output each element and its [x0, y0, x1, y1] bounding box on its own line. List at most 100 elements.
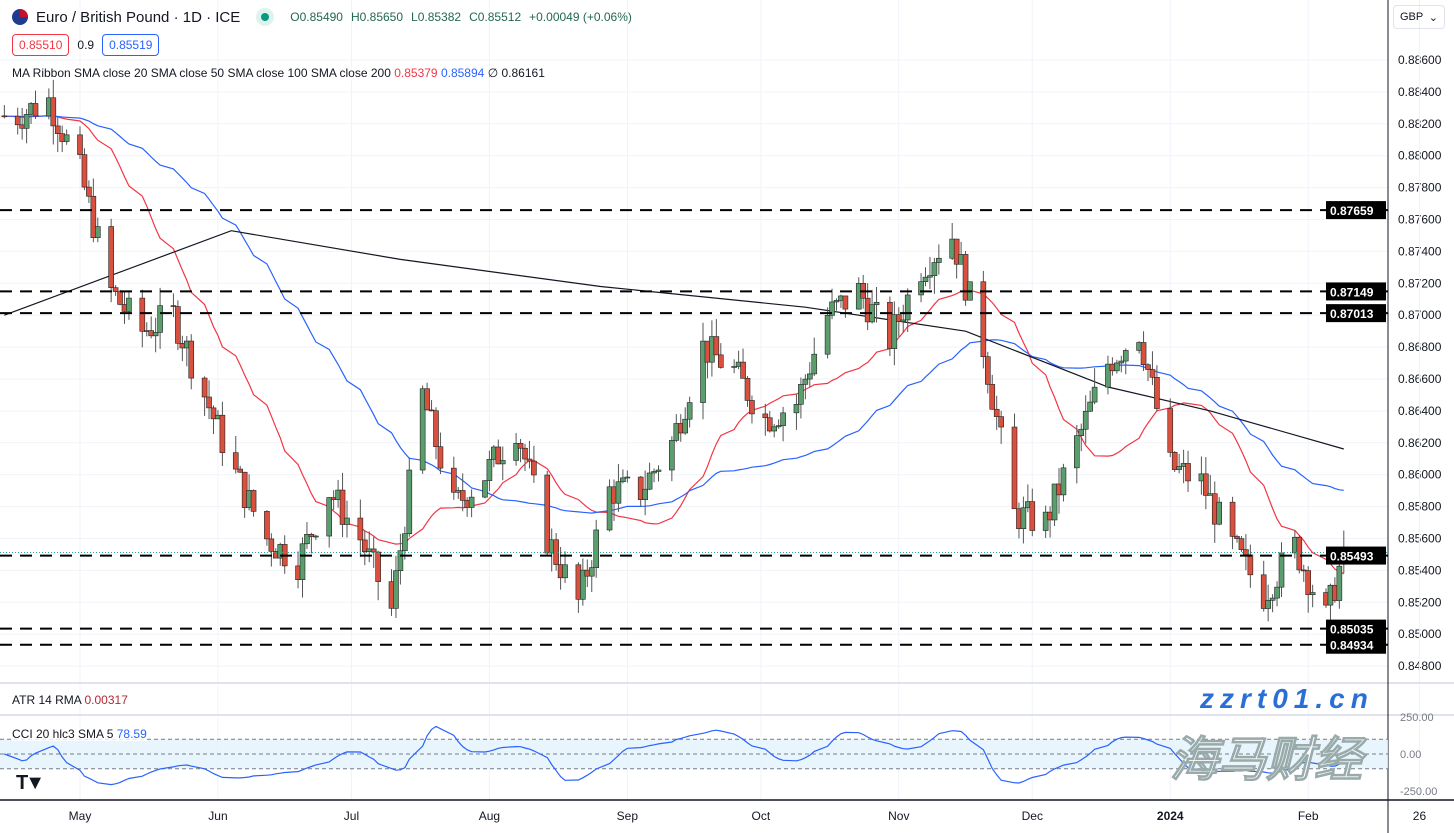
- watermark-url: zzrt01.cn: [1200, 683, 1374, 714]
- candle-down: [1296, 536, 1303, 571]
- time-tick: 26: [1413, 809, 1427, 823]
- candle-down: [450, 467, 457, 493]
- time-tick: 2024: [1157, 809, 1184, 823]
- candle-up: [651, 471, 657, 474]
- ohlc-close: C0.85512: [469, 10, 522, 24]
- candle-down: [762, 413, 769, 419]
- symbol-title[interactable]: Euro / British Pound · 1D · ICE: [36, 8, 241, 26]
- candle-up: [771, 426, 778, 432]
- candle-up: [798, 384, 804, 405]
- candle-down: [81, 154, 88, 188]
- candle-down: [14, 115, 21, 126]
- candle-up: [152, 332, 159, 337]
- candle-down: [241, 471, 248, 508]
- candle-up: [1042, 511, 1049, 531]
- currency-select[interactable]: GBP ⌄: [1393, 5, 1445, 29]
- ma-ribbon-legend[interactable]: MA Ribbon SMA close 20 SMA close 50 SMA …: [12, 66, 545, 80]
- sma20-line: [4, 114, 1345, 575]
- candle-up: [419, 388, 426, 471]
- candle-up: [682, 418, 689, 434]
- candle-up: [922, 276, 929, 282]
- candle-up: [393, 570, 399, 609]
- candle-down: [1247, 554, 1254, 576]
- level-label-bg: [1326, 635, 1386, 654]
- candle-up: [793, 404, 800, 414]
- candle-up: [402, 533, 408, 552]
- candle-up: [802, 378, 809, 385]
- candle-up: [1118, 360, 1125, 364]
- candle-up: [326, 497, 333, 537]
- candle-down: [437, 446, 444, 469]
- cci-legend[interactable]: CCI 20 hlc3 SMA 5 78.59: [12, 727, 147, 741]
- candle-up: [918, 281, 924, 296]
- sell-button[interactable]: 0.85510: [12, 34, 70, 56]
- candle-up: [1051, 483, 1058, 521]
- candle-up: [1074, 435, 1080, 469]
- candle-down: [1238, 538, 1245, 550]
- candle-up: [655, 469, 662, 472]
- candle-down: [86, 186, 92, 197]
- candle-down: [112, 287, 119, 292]
- candle-down: [1145, 364, 1151, 370]
- candle-up: [1176, 466, 1182, 470]
- time-tick: Oct: [752, 809, 771, 823]
- candle-down: [50, 97, 57, 127]
- level-label-bg: [1326, 619, 1386, 638]
- level-label-bg: [1326, 282, 1386, 301]
- candle-up: [1082, 410, 1089, 430]
- candle-down: [1167, 408, 1174, 453]
- candle-down: [206, 396, 212, 409]
- level-label: 0.85035: [1330, 623, 1374, 637]
- candle-up: [891, 314, 898, 349]
- candle-down: [32, 103, 39, 117]
- candle-up: [304, 534, 310, 545]
- candle-down: [175, 306, 181, 344]
- candle-up: [642, 488, 648, 500]
- candle-up: [344, 517, 350, 525]
- candle-up: [1060, 467, 1067, 496]
- candle-down: [717, 354, 724, 368]
- candle-down: [117, 291, 123, 305]
- atr-legend[interactable]: ATR 14 RMA 0.00317: [12, 693, 128, 707]
- watermark-cn: 海马财经: [1169, 734, 1363, 787]
- candle-down: [188, 340, 195, 379]
- cci-line: [4, 725, 1345, 786]
- candle-up: [615, 481, 622, 504]
- candle-up: [1274, 586, 1280, 599]
- candle-up: [1078, 428, 1085, 436]
- quote-panel: 0.85510 0.9 0.85519: [12, 34, 160, 56]
- candle-down: [459, 490, 466, 501]
- sma200-line: [4, 230, 1344, 450]
- candle-down: [1171, 452, 1178, 470]
- candle-up: [1091, 386, 1098, 403]
- candle-down: [1, 115, 8, 118]
- candle-up: [1269, 597, 1276, 601]
- candle-down: [1029, 501, 1036, 531]
- candle-up: [731, 366, 737, 368]
- candle-down: [1140, 342, 1147, 366]
- time-tick: Aug: [479, 809, 500, 823]
- candle-down: [108, 226, 114, 288]
- buy-button[interactable]: 0.85519: [102, 34, 160, 56]
- chevron-down-icon: ⌄: [1428, 12, 1438, 24]
- candle-down: [201, 377, 208, 398]
- candle-down: [1011, 426, 1018, 510]
- candle-up: [126, 297, 132, 312]
- candle-up: [811, 353, 818, 375]
- candle-up: [1336, 565, 1343, 601]
- level-label: 0.87659: [1330, 204, 1374, 218]
- candle-down: [749, 400, 755, 415]
- candle-down: [268, 538, 275, 552]
- time-tick: Sep: [617, 809, 639, 823]
- atr-value: 0.00317: [84, 693, 128, 707]
- spread: 0.9: [77, 38, 95, 52]
- candle-down: [522, 447, 528, 460]
- candle-down: [544, 474, 551, 554]
- market-open-icon: [256, 8, 275, 26]
- candle-up: [1265, 600, 1271, 609]
- candle-down: [1234, 536, 1240, 539]
- cci-label: CCI 20 hlc3 SMA 5: [12, 727, 114, 741]
- level-label-bg: [1326, 201, 1386, 220]
- candle-up: [588, 567, 595, 577]
